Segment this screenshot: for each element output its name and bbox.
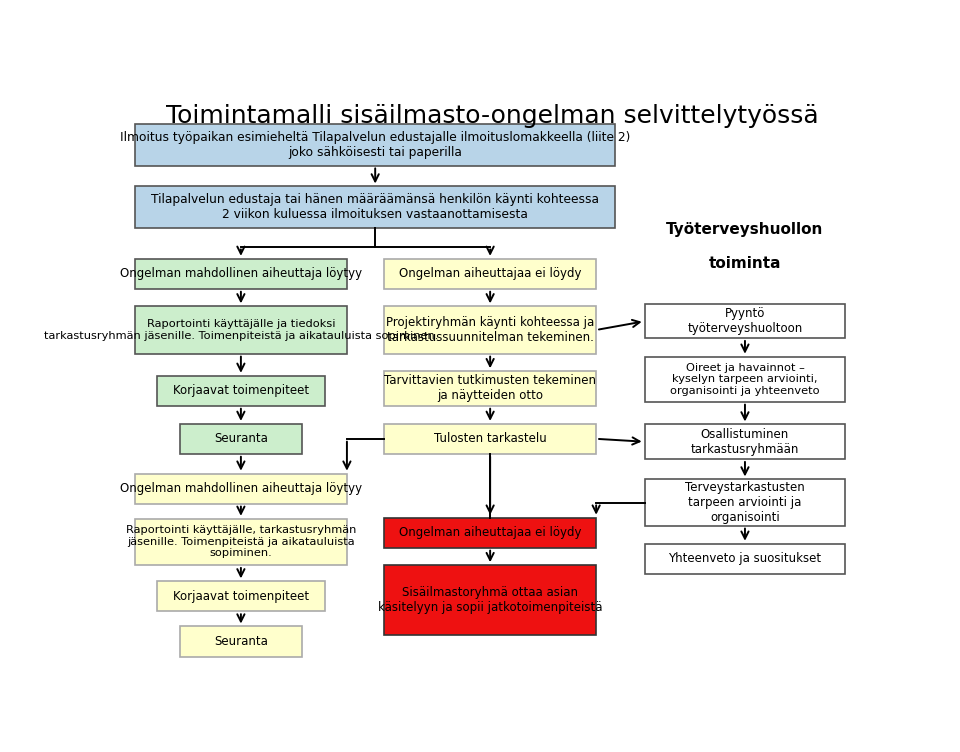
- FancyBboxPatch shape: [644, 479, 846, 526]
- FancyBboxPatch shape: [134, 306, 347, 353]
- Text: Ongelman mahdollinen aiheuttaja löytyy: Ongelman mahdollinen aiheuttaja löytyy: [120, 482, 362, 495]
- FancyBboxPatch shape: [134, 474, 347, 504]
- Text: Oireet ja havainnot –
kyselyn tarpeen arviointi,
organisointi ja yhteenveto: Oireet ja havainnot – kyselyn tarpeen ar…: [670, 362, 820, 396]
- FancyBboxPatch shape: [384, 517, 596, 547]
- FancyBboxPatch shape: [134, 519, 347, 565]
- FancyBboxPatch shape: [644, 544, 846, 574]
- Text: Ongelman mahdollinen aiheuttaja löytyy: Ongelman mahdollinen aiheuttaja löytyy: [120, 267, 362, 280]
- Text: Ongelman aiheuttajaa ei löydy: Ongelman aiheuttajaa ei löydy: [399, 267, 582, 280]
- FancyBboxPatch shape: [134, 186, 614, 228]
- Text: Terveystarkastusten
tarpeen arviointi ja
organisointi: Terveystarkastusten tarpeen arviointi ja…: [685, 481, 804, 524]
- Text: Sisäilmastoryhmä ottaa asian
käsitelyyn ja sopii jatkotoimenpiteistä: Sisäilmastoryhmä ottaa asian käsitelyyn …: [378, 586, 602, 614]
- Text: Raportointi käyttäjälle, tarkastusryhmän
jäsenille. Toimenpiteistä ja aikataului: Raportointi käyttäjälle, tarkastusryhmän…: [126, 526, 356, 559]
- Text: Tilapalvelun edustaja tai hänen määräämänsä henkilön käynti kohteessa
2 viikon k: Tilapalvelun edustaja tai hänen määräämä…: [151, 193, 599, 221]
- FancyBboxPatch shape: [157, 376, 324, 406]
- Text: Tarvittavien tutkimusten tekeminen
ja näytteiden otto: Tarvittavien tutkimusten tekeminen ja nä…: [384, 374, 596, 402]
- Text: Työterveyshuollon

toiminta: Työterveyshuollon toiminta: [666, 222, 824, 271]
- Text: Projektiryhmän käynti kohteessa ja
tarkastussuunnitelman tekeminen.: Projektiryhmän käynti kohteessa ja tarka…: [386, 316, 594, 344]
- FancyBboxPatch shape: [644, 356, 846, 402]
- Text: Pyyntö
työterveyshuoltoon: Pyyntö työterveyshuoltoon: [687, 308, 803, 335]
- FancyBboxPatch shape: [384, 565, 596, 635]
- Text: Toimintamalli sisäilmasto-ongelman selvittelytyössä: Toimintamalli sisäilmasto-ongelman selvi…: [166, 105, 818, 129]
- FancyBboxPatch shape: [134, 259, 347, 289]
- Text: Yhteenveto ja suositukset: Yhteenveto ja suositukset: [668, 552, 822, 566]
- FancyBboxPatch shape: [644, 424, 846, 459]
- Text: Seuranta: Seuranta: [214, 432, 268, 445]
- Text: Tulosten tarkastelu: Tulosten tarkastelu: [434, 432, 546, 445]
- FancyBboxPatch shape: [180, 626, 302, 656]
- FancyBboxPatch shape: [180, 424, 302, 454]
- Text: Korjaavat toimenpiteet: Korjaavat toimenpiteet: [173, 590, 309, 603]
- FancyBboxPatch shape: [644, 305, 846, 338]
- FancyBboxPatch shape: [384, 306, 596, 353]
- Text: Osallistuminen
tarkastusryhmään: Osallistuminen tarkastusryhmään: [691, 428, 799, 456]
- Text: Ilmoitus työpaikan esimieheltä Tilapalvelun edustajalle ilmoituslomakkeella (lii: Ilmoitus työpaikan esimieheltä Tilapalve…: [120, 131, 630, 159]
- Text: Ongelman aiheuttajaa ei löydy: Ongelman aiheuttajaa ei löydy: [399, 526, 582, 539]
- Text: Korjaavat toimenpiteet: Korjaavat toimenpiteet: [173, 384, 309, 397]
- FancyBboxPatch shape: [157, 581, 324, 611]
- FancyBboxPatch shape: [384, 424, 596, 454]
- Text: Seuranta: Seuranta: [214, 635, 268, 648]
- FancyBboxPatch shape: [384, 371, 596, 406]
- Text: Raportointi käyttäjälle ja tiedoksi
tarkastusryhmän jäsenille. Toimenpiteistä ja: Raportointi käyttäjälle ja tiedoksi tark…: [44, 319, 438, 341]
- FancyBboxPatch shape: [384, 259, 596, 289]
- FancyBboxPatch shape: [134, 124, 614, 165]
